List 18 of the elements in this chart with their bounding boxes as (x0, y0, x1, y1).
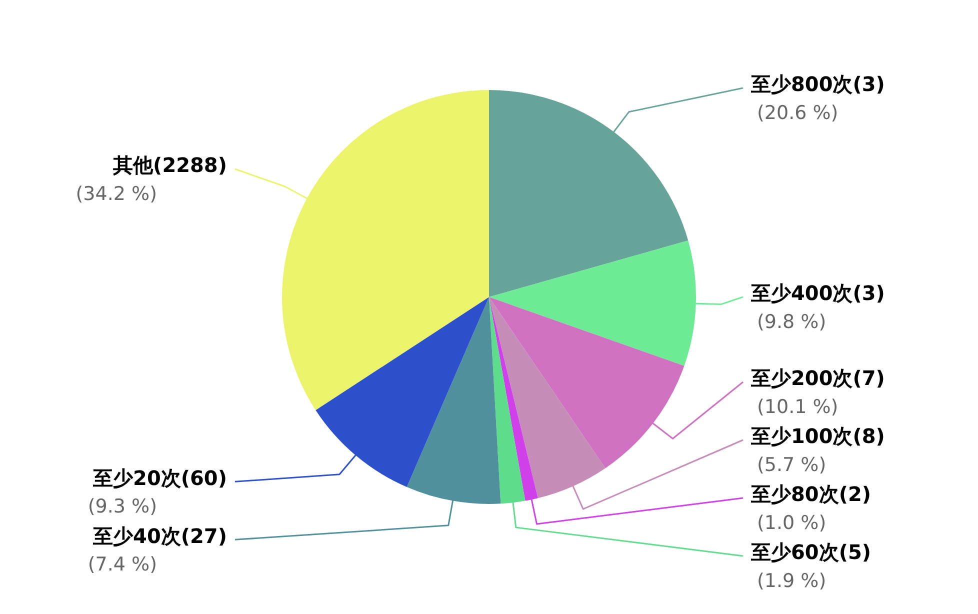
slice-label: 至少40次(27) (92, 524, 227, 548)
slice-label: 至少80次(2) (750, 482, 872, 506)
slice-label: 至少200次(7) (750, 366, 885, 390)
slice-label: 至少20次(60) (92, 466, 227, 490)
slice-label: 其他(2288) (112, 153, 227, 178)
slice-label: 至少60次(5) (750, 540, 872, 564)
data-label: (1.0 %) (757, 512, 826, 534)
data-label: (9.3 %) (88, 496, 157, 518)
data-label: (5.7 %) (757, 454, 826, 476)
data-label: (10.1 %) (757, 396, 838, 418)
slice-label: 至少400次(3) (750, 281, 885, 306)
slice-label: 至少800次(3) (750, 72, 885, 96)
data-label: (7.4 %) (88, 554, 157, 576)
data-label: (20.6 %) (757, 102, 838, 124)
data-label: (9.8 %) (757, 310, 826, 333)
slice-label: 至少100次(8) (750, 424, 885, 448)
data-label: (34.2 %) (76, 182, 157, 205)
data-label: (1.9 %) (757, 570, 826, 592)
